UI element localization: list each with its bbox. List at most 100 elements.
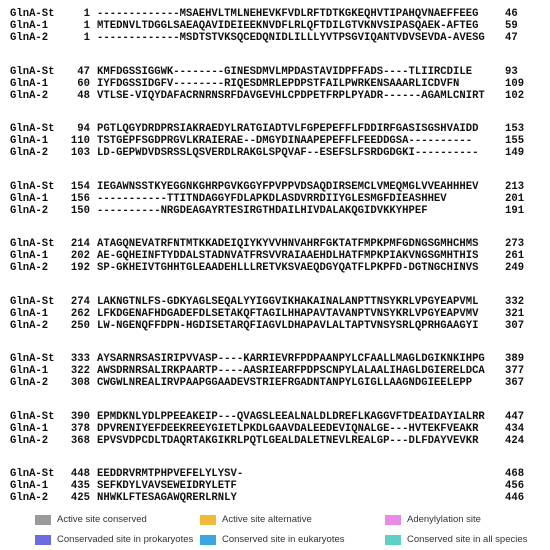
end-position: 213	[505, 180, 525, 193]
sequence: EPMDKNLYDLPPEEAKEIP---QVAGSLEEALNALDLDRE…	[97, 410, 485, 423]
start-position: 250	[70, 319, 90, 332]
end-position: 93	[505, 65, 518, 78]
start-position: 378	[70, 422, 90, 435]
sequence-name: GlnA-St	[10, 65, 55, 78]
legend-label: Adenylylation site	[407, 514, 481, 525]
sequence: EEDDRVRMTPHPVEFELYLYSV-	[97, 468, 244, 480]
legend-label: Active site alternative	[222, 514, 312, 525]
sequence: TSTGEPFSGDPRGVLKRAIERAE--DMGYDINAAPEPEFF…	[97, 135, 473, 147]
sequence: ----------NRGDEAGAYRTESIRGTHDAILHIVDALAK…	[97, 204, 428, 217]
sequence-name: GlnA-St	[10, 8, 55, 20]
sequence-name: GlnA-2	[10, 147, 49, 159]
end-position: 424	[505, 434, 525, 447]
start-position: 1	[83, 8, 90, 20]
end-position: 59	[505, 20, 518, 32]
sequence: PGTLQGYDRDPRSIAKRAEDYLRATGIADTVLFGPEPEFF…	[97, 123, 479, 135]
end-position: 191	[505, 204, 525, 217]
start-position: 390	[70, 410, 90, 423]
start-position: 1	[83, 20, 90, 32]
end-position: 446	[505, 492, 525, 504]
end-position: 153	[505, 123, 525, 135]
swatch	[35, 535, 51, 545]
end-position: 273	[505, 238, 525, 250]
end-position: 155	[505, 135, 525, 147]
sequence: MTEDNVLTDGGLSAEAQAVIDEIEEKNVDFLRLQFTDILG…	[97, 20, 479, 32]
swatch	[200, 515, 216, 525]
sequence-name: GlnA-1	[10, 192, 49, 205]
sequence-name: GlnA-1	[10, 20, 49, 32]
start-position: 103	[70, 147, 90, 159]
sequence-name: GlnA-2	[10, 89, 49, 102]
sequence: -------------MSAEHVLTMLNEHEVKFVDLRFTDTKG…	[97, 8, 479, 20]
start-position: 308	[70, 377, 90, 389]
sequence-name: GlnA-St	[10, 468, 55, 480]
start-position: 110	[70, 135, 90, 147]
sequence: AE-GQHEINFTYDDALSTADNVATFRSVVRAIAAEHDLHA…	[97, 250, 479, 262]
sequence: LFKDGENAFHDGADEFDLSETAKQFTAGILHHAPAVTAVA…	[97, 307, 479, 320]
end-position: 321	[505, 307, 525, 320]
sequence: AYSARNRSASIRIPVVASP----KARRIEVRFPDPAANPY…	[97, 353, 485, 365]
start-position: 368	[70, 434, 90, 447]
sequence: DPVRENIYEFDEEKREEYGIETLPKDLGAAVDALEEDEVI…	[97, 422, 479, 435]
legend-label: Active site conserved	[57, 514, 147, 525]
sequence-name: GlnA-St	[10, 123, 55, 135]
end-position: 109	[505, 77, 525, 90]
sequence-name: GlnA-St	[10, 180, 55, 193]
sequence: ATAGQNEVATRFNTMTKKADEIQIYKYVVHNVAHRFGKTA…	[97, 238, 479, 250]
sequence: LAKNGTNLFS-GDKYAGLSEQALYYIGGVIKHAKAINALA…	[97, 295, 479, 308]
swatch	[35, 515, 51, 525]
end-position: 46	[505, 8, 518, 20]
start-position: 322	[70, 365, 90, 377]
sequence-name: GlnA-2	[10, 32, 49, 44]
end-position: 434	[505, 422, 525, 435]
sequence: AWSDRNRSALIRKPAARTP----AASRIEARFPDPSCNPY…	[97, 365, 485, 377]
sequence: SEFKDYLVAVSEWEIDRYLETF	[97, 480, 237, 492]
sequence-name: GlnA-2	[10, 377, 49, 389]
legend-label: Conservaded site in prokaryotes	[57, 534, 194, 545]
sequence-name: GlnA-St	[10, 238, 55, 250]
end-position: 261	[505, 250, 525, 262]
end-position: 468	[505, 468, 525, 480]
start-position: 60	[77, 77, 90, 90]
swatch	[200, 535, 216, 545]
end-position: 377	[505, 365, 525, 377]
sequence-name: GlnA-1	[10, 422, 49, 435]
sequence: IYFDGSSIDGFV--------RIQESDMRLEPDPSTFAILP…	[97, 77, 460, 90]
sequence: NHWKLFTESAGAWQRERLRNLY	[97, 492, 237, 504]
swatch	[385, 535, 401, 545]
sequence-name: GlnA-2	[10, 319, 49, 332]
start-position: 150	[70, 204, 90, 217]
start-position: 435	[70, 480, 90, 492]
sequence-name: GlnA-2	[10, 434, 49, 447]
sequence: LW-NGENQFFDPN-HGDISETARQFIAGVLDHAPAVLALT…	[97, 319, 479, 332]
sequence-name: GlnA-1	[10, 77, 49, 90]
sequence-name: GlnA-St	[10, 353, 55, 365]
legend-label: Conserved site in all species	[407, 534, 528, 545]
end-position: 332	[505, 295, 525, 308]
start-position: 425	[70, 492, 90, 504]
sequence-name: GlnA-St	[10, 295, 55, 308]
sequence: KMFDGSSIGGWK--------GINESDMVLMPDASTAVIDP…	[97, 65, 473, 78]
end-position: 149	[505, 147, 525, 159]
sequence-name: GlnA-1	[10, 135, 49, 147]
swatch	[385, 515, 401, 525]
sequence-name: GlnA-2	[10, 262, 49, 274]
sequence-name: GlnA-1	[10, 250, 49, 262]
sequence: EPVSVDPCDLTDAQRTAKGIKRLPQTLGEALDALETNEVL…	[97, 434, 479, 447]
start-position: 192	[70, 262, 90, 274]
sequence-name: GlnA-1	[10, 365, 49, 377]
sequence: VTLSE-VIQYDAFACRNRNSRFDAVGEVHLCPDPETFRPL…	[97, 89, 485, 102]
legend-label: Conserved site in eukaryotes	[222, 534, 345, 545]
start-position: 214	[70, 238, 90, 250]
sequence-name: GlnA-2	[10, 492, 49, 504]
end-position: 249	[505, 262, 525, 274]
start-position: 48	[77, 89, 90, 102]
start-position: 156	[70, 192, 90, 205]
start-position: 202	[70, 250, 90, 262]
sequence: -------------MSDTSTVKSQCEDQNIDLILLLYVTPS…	[97, 32, 485, 44]
end-position: 47	[505, 32, 518, 44]
start-position: 47	[77, 65, 90, 78]
sequence: -----------TTITNDAGGYFDLAPKDLASDVRRDIIYG…	[97, 192, 447, 205]
end-position: 307	[505, 319, 525, 332]
